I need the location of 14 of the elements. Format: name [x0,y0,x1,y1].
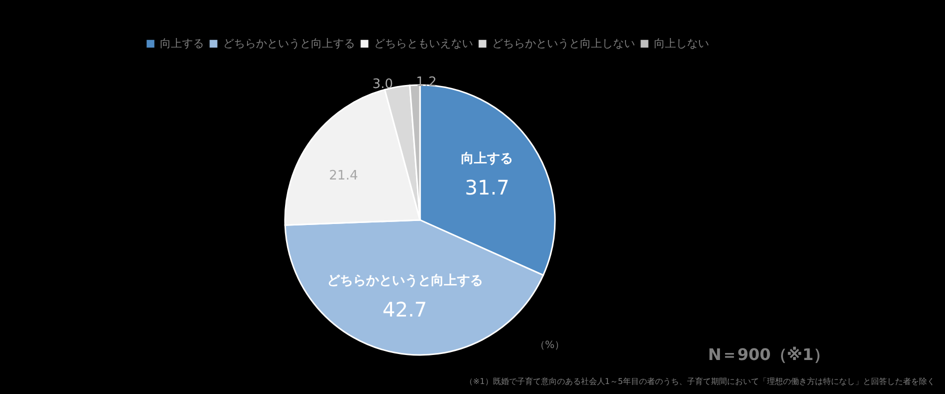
legend-label: どちらかというと向上しない [492,36,635,50]
text: （※1）既婚で子育て意向のある社会人1～5年目の者のうち、子育て期間において「理想の働き方は特になし」と回答した者を除く [465,377,935,386]
data-label: 31.7 [464,176,510,200]
data-label: 42.7 [382,298,428,322]
legend-label: 向上しない [654,36,709,50]
legend-label: どちらともいえない [374,36,473,50]
slice-label: どちらかというと向上する [326,274,483,289]
text: （%） [535,340,565,351]
data-label: 3.0 [372,77,394,92]
data-label: 21.4 [329,168,358,184]
text: N＝900（※1） [708,345,830,364]
legend-label: どちらかというと向上する [223,36,355,50]
slice-label: 向上する [461,152,514,166]
legend-label: 向上する [160,36,204,50]
